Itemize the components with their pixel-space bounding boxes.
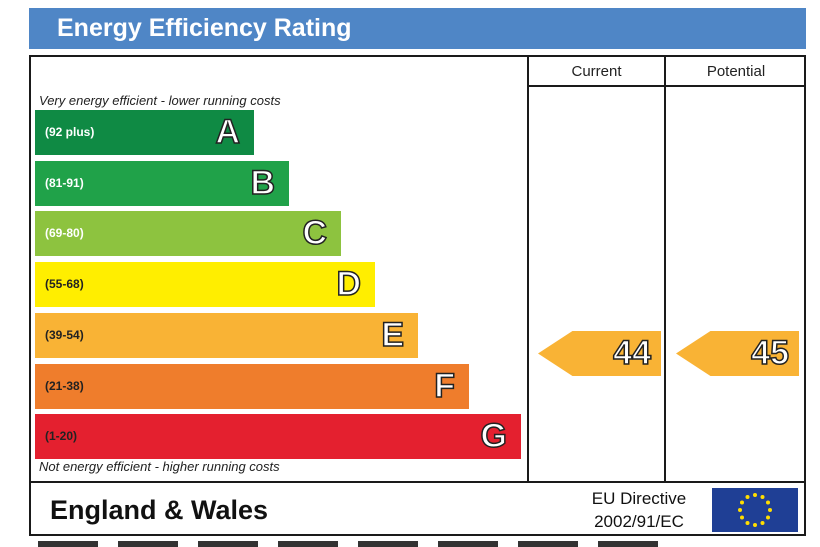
band-range-label: (92 plus) <box>45 125 95 139</box>
rating-band-d: (55-68) D <box>35 262 375 307</box>
eu-star-icon <box>740 515 744 520</box>
band-range-label: (81-91) <box>45 176 84 190</box>
column-header-divider <box>527 85 806 87</box>
eu-star-icon <box>760 521 765 525</box>
band-letter: F <box>433 366 455 406</box>
eu-star-icon <box>745 495 750 499</box>
band-range-label: (55-68) <box>45 277 84 291</box>
eu-star-icon <box>738 508 742 512</box>
chart-title: Energy Efficiency Rating <box>29 8 806 49</box>
rating-band-e: (39-54) E <box>35 313 418 358</box>
eu-flag-icon <box>712 488 798 532</box>
band-range-label: (69-80) <box>45 226 84 240</box>
band-letter: C <box>302 213 328 253</box>
band-range-label: (21-38) <box>45 379 84 393</box>
eu-star-icon <box>768 508 772 512</box>
rating-frame <box>29 55 806 536</box>
eu-directive-line2: 2002/91/EC <box>594 512 684 531</box>
band-range-label: (39-54) <box>45 328 84 342</box>
potential-rating-value: 45 <box>750 333 789 373</box>
band-letter: A <box>215 112 241 152</box>
cut-off-text <box>38 541 678 547</box>
eu-star-icon <box>760 495 765 499</box>
eu-star-icon <box>753 493 757 497</box>
current-column-divider <box>527 55 529 482</box>
eu-directive-line1: EU Directive <box>591 489 687 508</box>
band-letter: B <box>250 163 276 203</box>
eu-star-icon <box>766 515 770 520</box>
eu-star-icon <box>753 523 757 527</box>
eu-star-icon <box>740 500 744 505</box>
eu-star-icon <box>745 521 750 525</box>
footer-divider <box>29 481 806 483</box>
band-range-label: (1-20) <box>45 429 78 443</box>
eu-directive-label: EU Directive 2002/91/EC <box>568 487 710 533</box>
rating-band-f: (21-38) F <box>35 364 469 409</box>
efficient-note: Very energy efficient - lower running co… <box>39 93 281 108</box>
rating-band-b: (81-91) B <box>35 161 289 206</box>
band-letter: G <box>480 416 508 456</box>
current-rating-value: 44 <box>612 333 651 373</box>
band-letter: D <box>336 264 362 304</box>
band-letter: E <box>381 315 405 355</box>
potential-column-header: Potential <box>706 63 766 80</box>
rating-band-g: (1-20) G <box>35 414 521 459</box>
inefficient-note: Not energy efficient - higher running co… <box>39 459 280 474</box>
region-label: England & Wales <box>50 495 269 525</box>
current-column-header: Current <box>571 63 622 80</box>
rating-band-c: (69-80) C <box>35 211 341 256</box>
potential-column-divider <box>664 55 666 482</box>
eu-star-icon <box>766 500 770 505</box>
rating-band-a: (92 plus) A <box>35 110 254 155</box>
